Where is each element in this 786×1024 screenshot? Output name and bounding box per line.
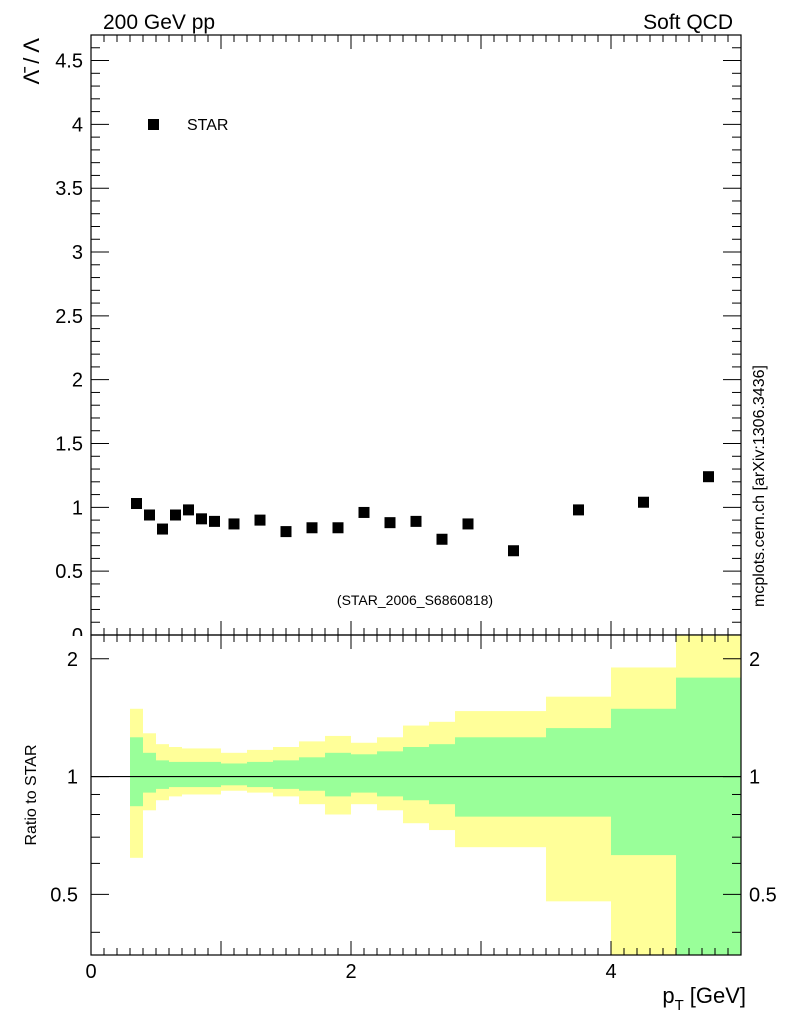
stat-uncertainty-band	[247, 761, 273, 788]
stat-uncertainty-band	[676, 677, 741, 955]
data-point	[157, 523, 168, 535]
data-point	[410, 515, 422, 527]
stat-uncertainty-band	[130, 737, 143, 807]
x-axis-label-sub: T	[675, 997, 684, 1014]
main-y-tick-label: 1.5	[55, 434, 83, 456]
main-y-tick-label: 4.5	[55, 51, 83, 73]
stat-uncertainty-band	[546, 728, 611, 817]
data-point	[508, 545, 519, 557]
analysis-annotation: (STAR_2006_S6860818)	[337, 592, 493, 608]
data-point	[573, 504, 584, 516]
data-point	[209, 515, 220, 527]
legend-label: STAR	[187, 117, 228, 134]
main-y-tick-label: 4	[72, 114, 83, 136]
main-y-tick-label: 3.5	[55, 178, 83, 200]
stat-uncertainty-band	[377, 751, 403, 797]
x-tick-label: 2	[345, 961, 356, 983]
main-y-tick-label: 0.5	[55, 561, 83, 583]
ratio-y-tick-label-right: 0.5	[749, 884, 777, 906]
x-axis-label-main: p	[662, 983, 674, 1008]
stat-uncertainty-band	[156, 760, 169, 789]
data-point	[228, 518, 240, 530]
data-point	[306, 522, 318, 534]
ratio-y-tick-label-right: 2	[749, 649, 760, 671]
stat-uncertainty-band	[221, 763, 247, 786]
main-panel: 0.5 1 1.5 2 2.5 3 3.5 4 4.5 0	[55, 34, 742, 647]
x-axis-label-unit: [GeV]	[690, 983, 746, 1008]
data-point	[144, 509, 155, 521]
data-point	[462, 518, 474, 530]
ratio-y-tick-label-right: 1	[749, 767, 760, 789]
data-point	[332, 522, 344, 534]
stat-uncertainty-band	[325, 752, 351, 797]
stat-uncertainty-band	[429, 744, 455, 805]
data-point	[384, 517, 396, 529]
stat-uncertainty-band	[195, 761, 208, 788]
stat-uncertainty-band	[273, 760, 299, 789]
stat-uncertainty-band	[299, 757, 325, 791]
stat-uncertainty-band	[351, 754, 377, 793]
data-point	[703, 471, 714, 483]
data-point	[436, 533, 448, 545]
stat-uncertainty-band	[611, 708, 676, 856]
main-y-axis-label: Λ̄ / Λ	[19, 38, 44, 85]
x-tick-label: 4	[605, 961, 616, 983]
x-axis-label: pT [GeV]	[662, 983, 746, 1014]
main-y-tick-label: 2.5	[55, 306, 83, 328]
data-point	[280, 526, 292, 538]
data-point	[170, 509, 181, 521]
data-point	[196, 513, 207, 525]
legend-marker	[148, 119, 159, 130]
stat-uncertainty-band	[182, 761, 195, 788]
category-label: Soft QCD	[643, 11, 733, 34]
data-point	[183, 504, 194, 516]
stat-uncertainty-band	[403, 747, 429, 801]
stat-uncertainty-band	[208, 761, 221, 788]
ratio-y-tick-label: 2	[67, 649, 78, 671]
data-point	[638, 496, 649, 508]
ratio-y-axis-label: Ratio to STAR	[23, 744, 40, 845]
source-side-label: mcplots.cern.ch [arXiv:1306.3436]	[751, 365, 768, 607]
ratio-y-tick-label: 0.5	[50, 884, 78, 906]
main-y-tick-label: 1	[72, 497, 83, 519]
energy-label: 200 GeV pp	[103, 11, 215, 34]
data-point	[358, 506, 370, 518]
main-y-tick-label: 2	[72, 370, 83, 392]
data-point	[254, 514, 266, 526]
ratio-panel: 0 2 4 0.5 0.5 1 1 2 2	[50, 634, 777, 983]
data-point	[131, 498, 142, 510]
main-y-zero-label: 0	[72, 625, 83, 647]
stat-uncertainty-band	[169, 761, 182, 788]
stat-uncertainty-band	[143, 752, 156, 793]
x-tick-label: 0	[85, 961, 96, 983]
main-y-tick-label: 3	[72, 242, 83, 264]
ratio-y-tick-label: 1	[67, 767, 78, 789]
